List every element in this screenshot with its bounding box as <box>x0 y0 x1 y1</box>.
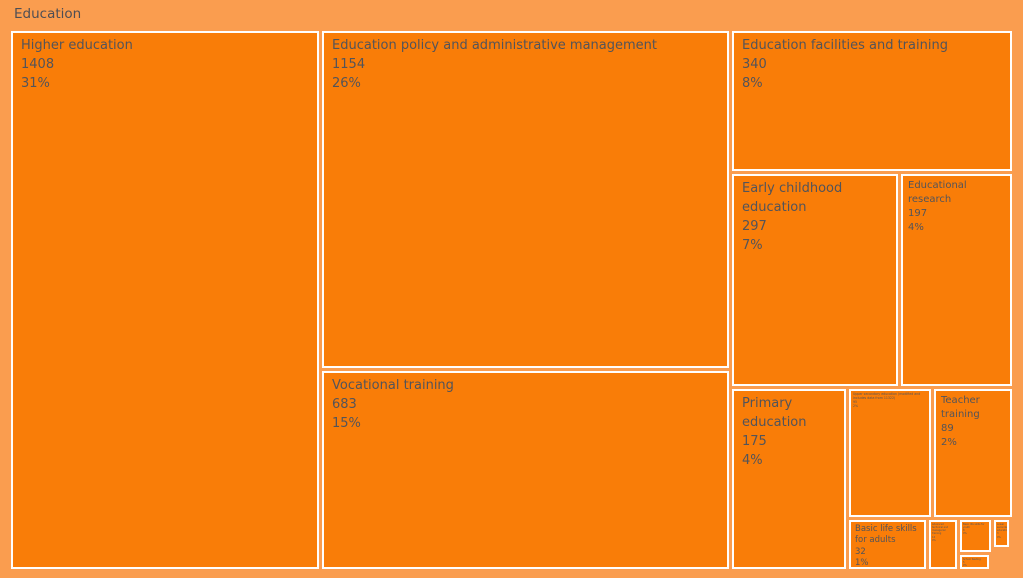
tile-percent: 15% <box>332 415 361 431</box>
tile-label: Early childhood education <box>742 181 843 215</box>
tile-label: Education facilities and training <box>742 38 948 53</box>
treemap-tile-higher-education[interactable]: Higher education 1408 31% <box>11 31 319 569</box>
tile-percent: 0% <box>963 532 967 536</box>
tile-value: 1154 <box>332 56 366 72</box>
treemap-tile-early-childhood[interactable]: Early childhood education 297 7% <box>732 174 898 386</box>
treemap-tile-basic-life-skills-adults[interactable]: Basic life skills for adults 32 1% <box>849 520 926 569</box>
tile-label: Vocational training <box>332 378 454 393</box>
tile-value: 89 <box>941 423 954 434</box>
tile-value: 683 <box>332 396 357 412</box>
tile-value: 3 <box>997 532 999 536</box>
tile-value: 5 <box>963 561 965 565</box>
tile-value: 175 <box>742 433 767 449</box>
tile-value: 1408 <box>21 56 55 72</box>
tile-percent: 4% <box>742 452 763 468</box>
treemap-tile-basic-life-skills-youth[interactable]: Basic life skills for youth 8 0% <box>960 520 991 552</box>
tile-label: Teacher training <box>941 395 980 420</box>
tile-percent: 4% <box>908 222 924 233</box>
tile-percent: 1% <box>855 558 869 569</box>
treemap-tile-educational-research[interactable]: Educational research 197 4% <box>901 174 1012 386</box>
tile-percent: 8% <box>742 75 763 91</box>
tile-value: 297 <box>742 218 767 234</box>
tile-label: Education policy and administrative mana… <box>332 38 657 53</box>
tile-percent: 7% <box>742 237 763 253</box>
treemap-tile-school-feeding[interactable]: School feeding 5 0% <box>960 555 989 569</box>
tile-value: 95 <box>853 400 858 405</box>
treemap-tile-teacher-training[interactable]: Teacher training 89 2% <box>934 389 1012 517</box>
tile-percent: 0% <box>963 564 967 568</box>
tile-label: Advanced technical and managerial traini… <box>932 523 949 536</box>
treemap-tile-vocational-training[interactable]: Vocational training 683 15% <box>322 371 729 569</box>
tile-value: 8 <box>963 529 965 533</box>
tile-label: Primary education <box>742 396 807 430</box>
tile-percent: 2% <box>853 404 859 409</box>
tile-label: Lower secondary education <box>997 523 1009 533</box>
treemap-root-label[interactable]: Education <box>14 6 82 22</box>
tile-label: Basic life skills for adults <box>855 524 917 546</box>
treemap-tile-upper-secondary[interactable]: Upper secondary education (modified and … <box>849 389 931 517</box>
treemap-tile-lower-secondary[interactable]: Lower secondary education 3 0% <box>994 520 1009 547</box>
tile-percent: 2% <box>941 437 957 448</box>
tile-value: 340 <box>742 56 767 72</box>
treemap-tile-advanced-technical-training[interactable]: Advanced technical and managerial traini… <box>929 520 957 569</box>
tile-percent: 26% <box>332 75 361 91</box>
tile-label: School feeding <box>963 558 981 561</box>
tile-value: 32 <box>855 546 866 557</box>
tile-value: 14 <box>932 535 936 539</box>
treemap-tile-education-policy[interactable]: Education policy and administrative mana… <box>322 31 729 368</box>
tile-value: 197 <box>908 208 928 219</box>
treemap-tile-education-facilities[interactable]: Education facilities and training 340 8% <box>732 31 1012 171</box>
tile-percent: 0% <box>932 538 936 542</box>
treemap-tile-primary-education[interactable]: Primary education 175 4% <box>732 389 846 569</box>
tile-label: Higher education <box>21 38 133 53</box>
tile-percent: 0% <box>997 535 1001 539</box>
tile-label: Educational research <box>908 180 967 205</box>
tile-label: Basic life skills for youth <box>963 523 985 530</box>
tile-label: Upper secondary education (modified and … <box>853 392 921 401</box>
tile-percent: 31% <box>21 75 50 91</box>
